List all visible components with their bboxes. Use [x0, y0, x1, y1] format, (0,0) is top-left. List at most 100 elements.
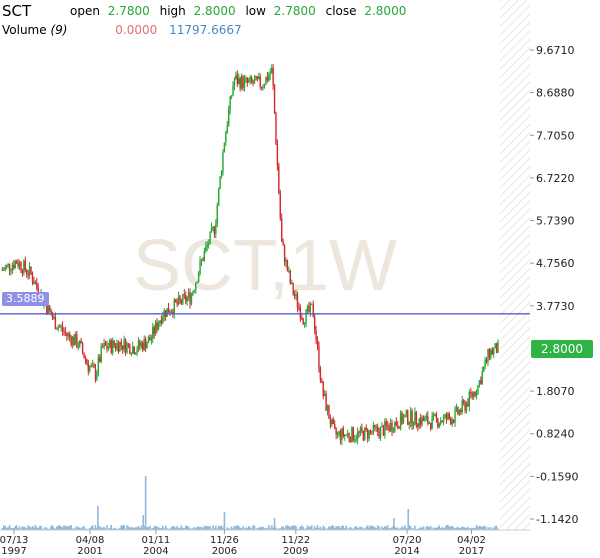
candle-body	[378, 431, 380, 438]
volume-bar	[190, 528, 193, 530]
candle-body	[144, 338, 147, 349]
candle-body	[70, 337, 72, 345]
candle-body	[3, 269, 5, 271]
x-tick-year: 2009	[283, 546, 308, 557]
symbol-watermark: SCT,1W	[133, 226, 397, 306]
volume-bar	[236, 525, 239, 530]
volume-bar	[23, 527, 25, 530]
candle-body	[210, 227, 213, 232]
volume-bar	[305, 528, 307, 530]
candle-body	[361, 427, 363, 432]
candle-body	[113, 340, 115, 346]
volume-bar	[24, 527, 27, 530]
volume-bar	[300, 525, 303, 530]
candle-body	[399, 412, 402, 429]
volume-bar	[299, 526, 302, 530]
high-value: 2.8000	[193, 4, 236, 18]
volume-bar	[384, 526, 386, 530]
candle-body	[319, 368, 322, 381]
candle-body	[437, 418, 439, 427]
volume-bar	[53, 527, 55, 530]
volume-bar	[177, 528, 180, 530]
volume-label: Volume	[2, 23, 47, 37]
volume-bar	[355, 525, 357, 530]
x-tick-date: 11/22	[281, 535, 310, 546]
candle-body	[79, 340, 81, 347]
candle-body	[351, 427, 353, 443]
volume-bar	[220, 525, 223, 530]
candle-body	[192, 291, 194, 295]
candle-body	[235, 75, 237, 80]
volume-bar	[349, 526, 352, 530]
candle-body	[5, 264, 8, 267]
candle-body	[166, 308, 168, 317]
volume-bar	[457, 526, 459, 530]
candle-body	[349, 438, 352, 443]
candle-body	[100, 346, 102, 362]
candle-body	[190, 294, 193, 304]
candle-body	[457, 407, 459, 414]
candle-body	[84, 358, 87, 360]
volume-bar	[341, 525, 343, 530]
volume-bar	[480, 526, 482, 530]
volume-bar	[206, 526, 209, 530]
volume-bar	[269, 528, 272, 530]
candle-body	[356, 431, 359, 440]
candle-body	[262, 86, 264, 88]
volume-bar	[339, 527, 342, 530]
candle-body	[421, 416, 423, 425]
candle-body	[96, 372, 98, 380]
candle-body	[71, 336, 74, 345]
volume-bar	[172, 526, 174, 530]
close-value: 2.8000	[364, 4, 407, 18]
volume-bar	[325, 528, 327, 530]
volume-bar	[40, 525, 42, 530]
candle-body	[435, 414, 438, 419]
volume-bar	[312, 528, 315, 530]
candle-body	[344, 434, 346, 437]
low-label: low	[245, 4, 266, 18]
volume-bar	[464, 527, 466, 530]
candle-body	[429, 422, 432, 429]
volume-bar	[462, 527, 465, 530]
volume-bar	[209, 526, 211, 530]
volume-bar	[452, 527, 455, 530]
candle-body	[195, 282, 197, 291]
candle-body	[451, 419, 453, 425]
volume-bar	[8, 525, 11, 530]
candle-body	[382, 425, 385, 436]
volume-bar	[189, 528, 191, 530]
volume-bar	[5, 528, 8, 530]
candle-body	[120, 341, 122, 346]
candle-body	[283, 245, 286, 263]
volume-spike	[223, 512, 226, 530]
volume-bar	[163, 528, 166, 530]
candle-body	[209, 231, 211, 244]
volume-bar	[14, 525, 17, 530]
candle-body	[358, 431, 360, 433]
volume-bar	[394, 526, 396, 530]
candle-body	[265, 77, 267, 85]
volume-bar	[98, 526, 101, 530]
candle-body	[366, 429, 369, 439]
candle-body	[467, 402, 469, 407]
candle-body	[28, 266, 31, 276]
volume-bar	[471, 528, 474, 530]
candle-body	[465, 402, 468, 411]
candle-body	[206, 244, 208, 247]
candle-body	[146, 342, 148, 349]
volume-bar	[137, 526, 140, 530]
candle-body	[442, 416, 445, 423]
volume-bar	[167, 528, 170, 530]
candle-body	[57, 326, 59, 329]
volume-bar	[7, 527, 9, 530]
candle-body	[222, 152, 224, 172]
volume-bar	[415, 528, 418, 530]
volume-bar	[20, 528, 22, 530]
volume-bar	[278, 528, 280, 530]
volume-bar	[318, 528, 320, 530]
candle-body	[250, 76, 253, 82]
candle-body	[228, 110, 230, 126]
volume-bar	[475, 525, 478, 530]
